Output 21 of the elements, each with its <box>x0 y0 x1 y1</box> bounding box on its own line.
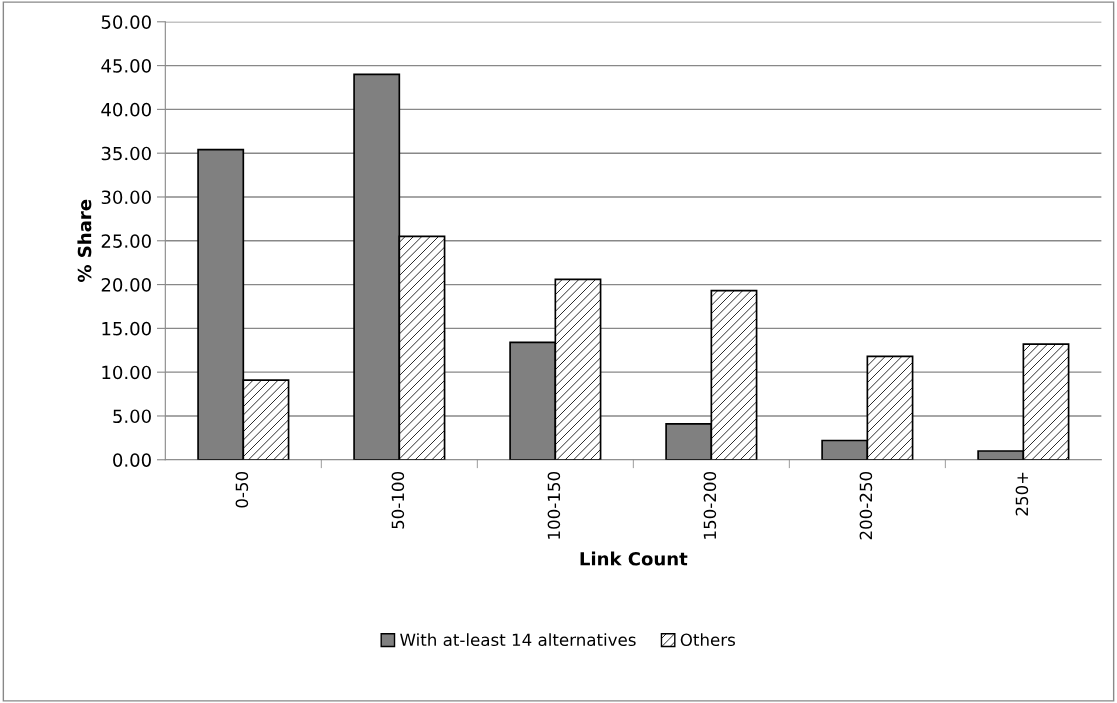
y-axis-title: % Share <box>77 199 92 282</box>
y-tick-label: 30.00 <box>101 190 151 205</box>
y-tick-label: 20.00 <box>101 278 151 292</box>
x-tick-label: 100-150 <box>547 471 561 539</box>
x-tick-label: 150-200 <box>703 471 717 539</box>
legend-label: Others <box>680 633 735 647</box>
y-tick-label: 35.00 <box>101 146 151 161</box>
y-tick-label: 50.00 <box>101 15 151 29</box>
y-tick-label: 10.00 <box>102 365 151 380</box>
legend-label: With at-least 14 alternatives <box>400 633 636 647</box>
x-tick-label: 200-250 <box>859 471 873 540</box>
y-tick-label: 40.00 <box>101 102 151 117</box>
y-tick-label: 15.00 <box>102 321 151 336</box>
x-tick-label: 50-100 <box>391 471 405 529</box>
y-tick-label: 0.00 <box>113 453 151 467</box>
y-tick-label: 5.00 <box>113 409 151 424</box>
x-axis-title: Link Count <box>580 551 688 566</box>
x-tick-label: 250+ <box>1015 472 1029 516</box>
x-tick-label: 0-50 <box>235 471 249 508</box>
y-tick-label: 45.00 <box>101 59 151 73</box>
y-tick-label: 25.00 <box>101 234 151 248</box>
